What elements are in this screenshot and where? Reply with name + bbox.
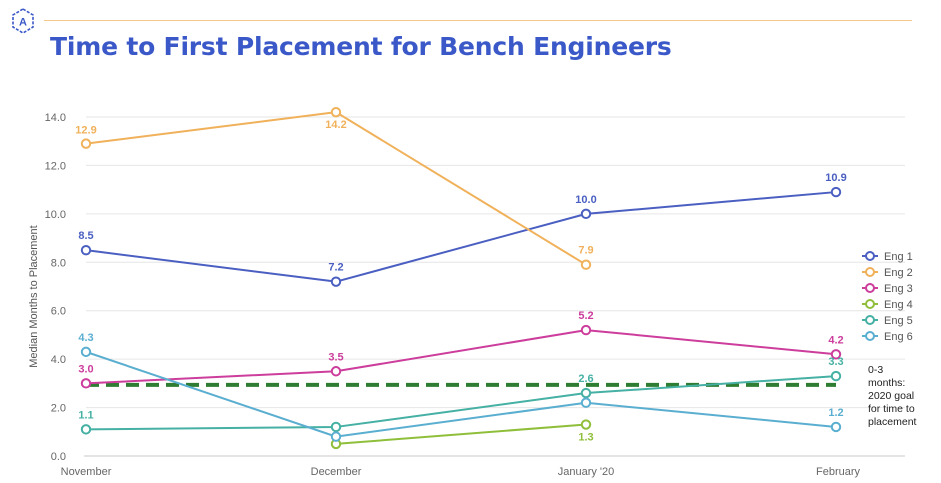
data-point [80,138,92,149]
data-point [330,276,342,287]
data-label: 2.6 [578,373,593,385]
series-line-eng-3 [85,329,837,385]
data-point [580,419,592,430]
legend-marker [865,283,875,293]
chart-series [80,106,842,450]
goal-note-line: 2020 goal [868,390,914,402]
goal-note-line: for time to [868,403,915,415]
goal-note-line: months: [868,377,905,389]
data-labels: 8.5 7.2 10.0 10.9 12.9 14.2 7.9 3.0 3.5 5.2 4.2 1.3… [75,119,846,443]
chart-axes: 0.0 2.0 4.0 6.0 8.0 10.0 12.0 14.0 November Decem… [28,112,905,478]
legend-label: Eng 6 [884,331,913,343]
series-line-eng-4 [335,423,587,445]
legend-label: Eng 3 [884,283,913,295]
goal-note-line: placement [868,416,917,428]
data-point [830,349,842,360]
data-point [330,366,342,377]
legend-marker [865,331,875,341]
data-label: 1.3 [578,432,593,444]
legend-marker [865,315,875,325]
data-label: 1.1 [78,409,93,421]
y-tick-label: 6.0 [51,306,66,318]
a-hexagon-logo-icon: A [12,8,34,34]
series-line-eng-5 [85,375,837,431]
data-point [580,397,592,408]
y-tick-label: 2.0 [51,403,66,415]
y-axis-title: Median Months to Placement [28,225,40,367]
y-tick-label: 4.0 [51,354,66,366]
legend-marker [865,299,875,309]
y-tick-label: 10.0 [45,209,66,221]
legend-marker [865,267,875,277]
y-tick-label: 0.0 [51,451,66,463]
chart-legend: Eng 1 Eng 2 Eng 3 Eng 4 Eng 5 Eng 6 [862,251,913,343]
y-tick-label: 12.0 [45,160,66,172]
legend-label: Eng 4 [884,299,913,311]
data-point [330,421,342,433]
data-point [330,431,342,442]
header-rule [44,20,912,21]
x-tick-label: December [311,466,362,478]
data-label: 10.0 [575,194,596,206]
data-label: 7.9 [578,245,593,257]
y-tick-label: 14.0 [45,112,66,124]
data-label: 1.2 [828,407,843,419]
y-tick-label: 8.0 [51,257,66,269]
x-tick-label: February [816,466,861,478]
data-point [830,370,842,382]
data-label: 14.2 [325,119,346,131]
data-point [830,421,842,433]
data-label: 7.2 [328,262,343,274]
legend-marker [865,251,875,261]
data-point [830,186,842,198]
page-title: Time to First Placement for Bench Engine… [50,32,672,61]
series-line-eng-1 [85,191,837,283]
data-label: 3.0 [78,363,93,375]
data-label: 5.2 [578,310,593,322]
data-label: 10.9 [825,172,846,184]
x-tick-label: January '20 [558,466,615,478]
data-point [80,346,92,358]
legend-label: Eng 5 [884,315,913,327]
data-point [330,106,342,118]
data-label: 4.3 [78,332,93,344]
x-tick-label: November [61,466,112,478]
svg-text:A: A [19,17,27,29]
legend-label: Eng 1 [884,251,913,263]
series-line-eng-2 [85,111,587,266]
data-label: 3.3 [828,356,843,368]
data-label: 4.2 [828,334,843,346]
data-point [80,378,92,389]
data-point [580,324,592,336]
data-point [580,387,592,399]
data-point [580,208,592,220]
goal-note-line: 0-3 [868,364,883,376]
data-label: 3.5 [328,351,343,363]
data-point [80,244,92,256]
data-label: 8.5 [78,230,93,242]
data-point [80,424,92,435]
data-label: 12.9 [75,125,96,137]
data-point [580,259,592,270]
legend-label: Eng 2 [884,267,913,279]
series-line-eng-6 [85,350,837,438]
